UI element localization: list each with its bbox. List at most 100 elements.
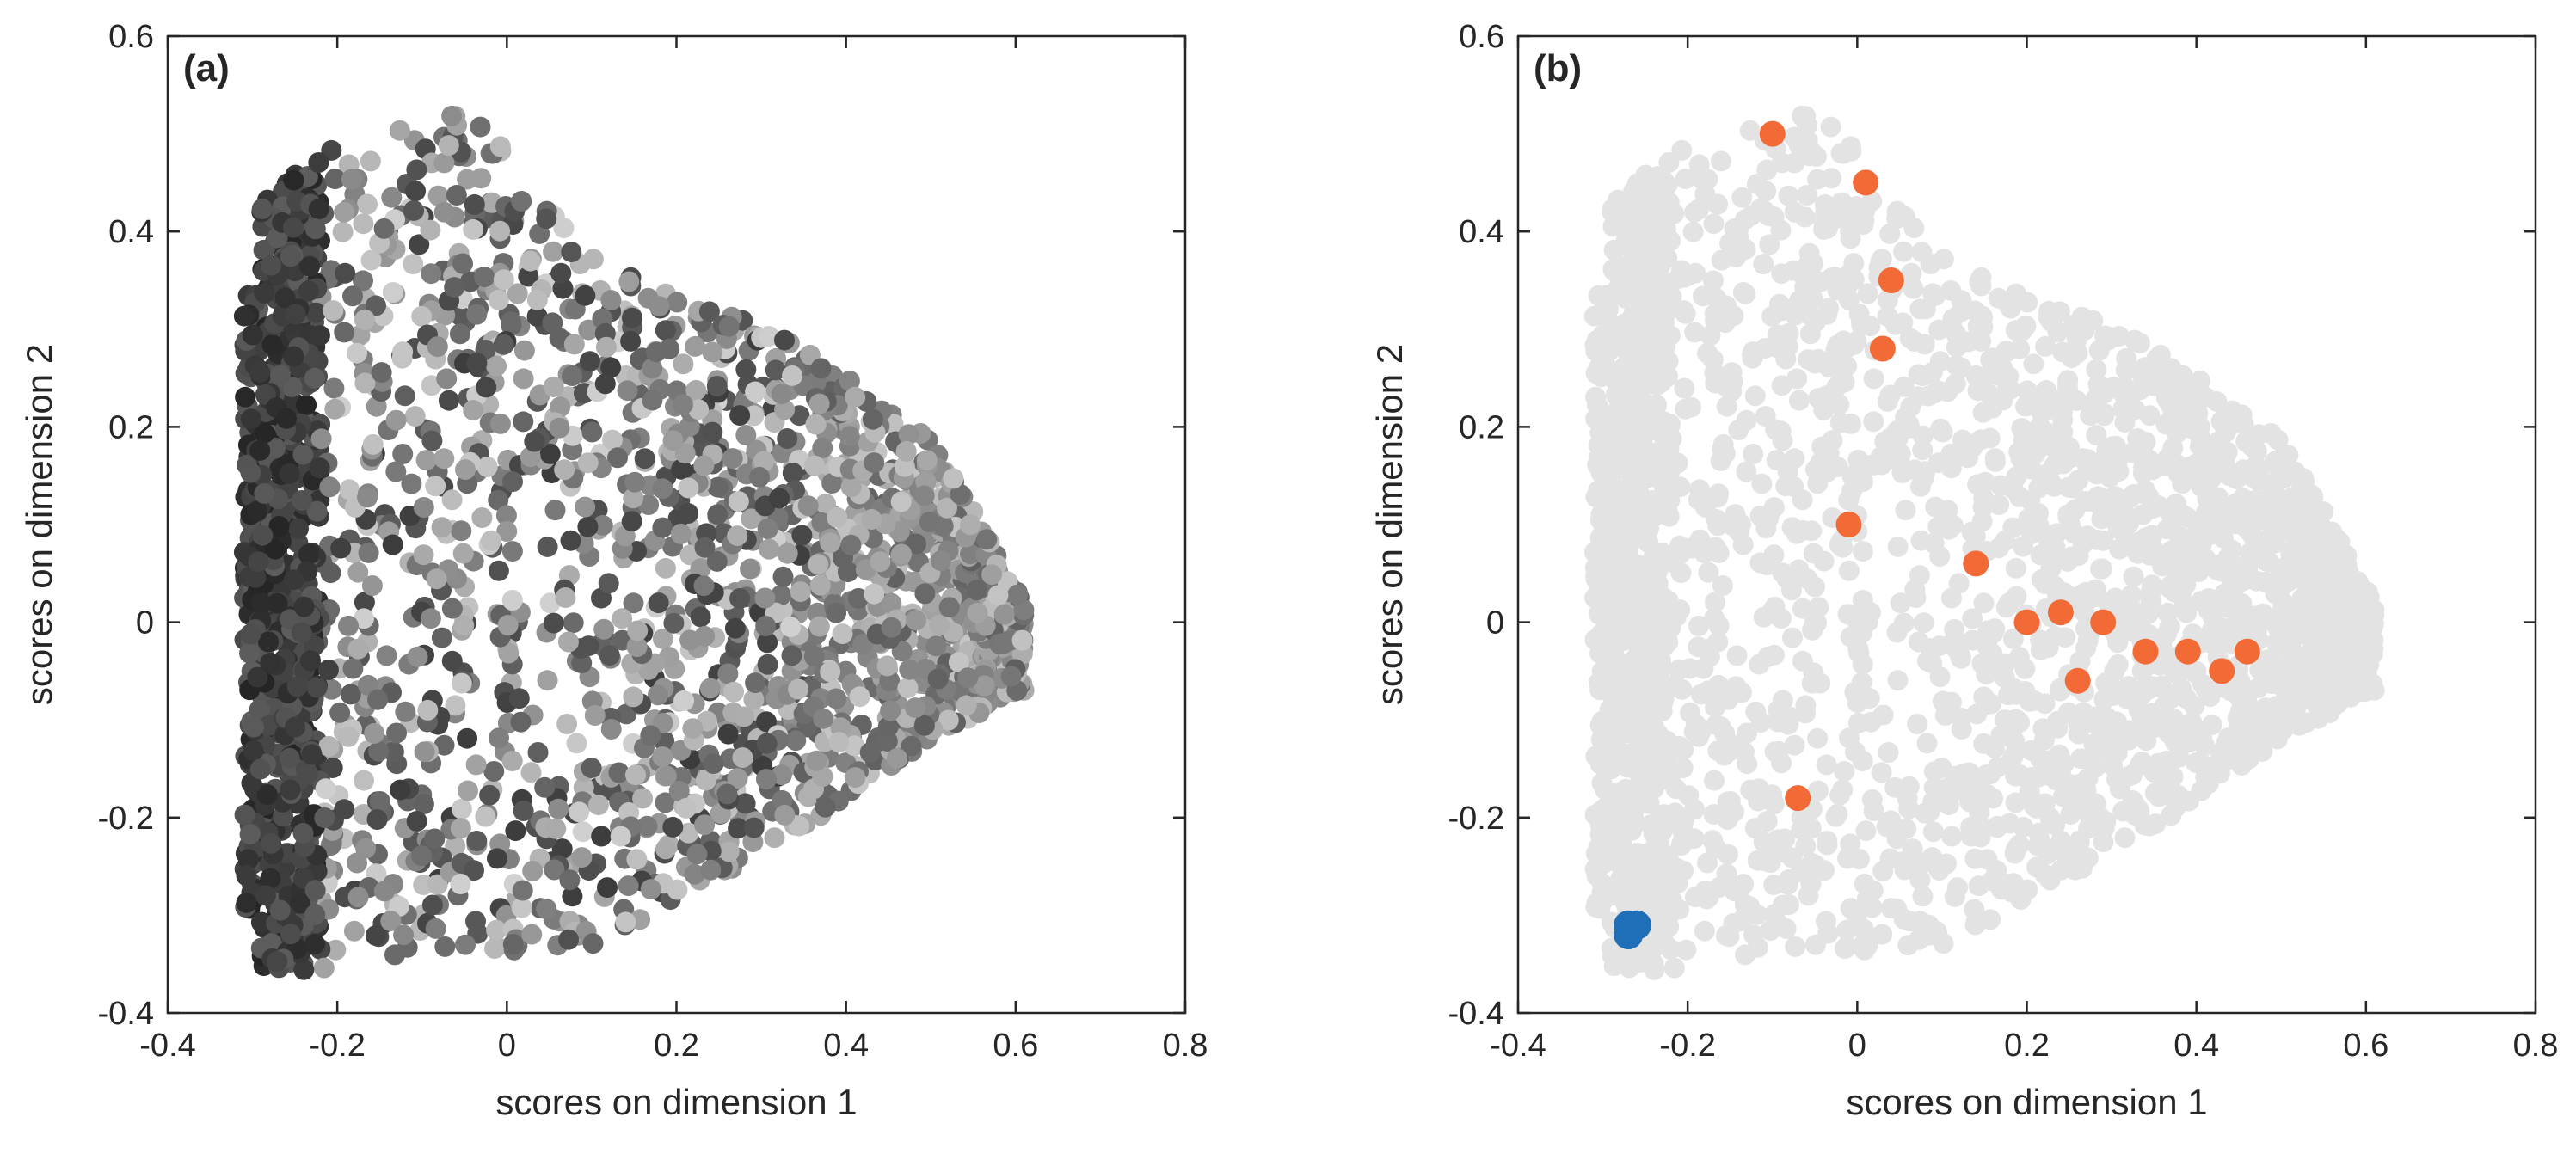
scatter-point [431, 517, 452, 538]
scatter-point [280, 924, 301, 945]
scatter-point [1732, 534, 1754, 555]
scatter-point [417, 699, 439, 721]
scatter-point [663, 612, 685, 634]
scatter-point [1792, 489, 1813, 511]
scatter-point [1775, 476, 1797, 497]
scatter-point [334, 201, 355, 223]
scatter-point [264, 437, 286, 458]
scatter-point [1855, 820, 1877, 842]
scatter-point [1863, 368, 1884, 390]
scatter-point [560, 530, 581, 551]
scatter-point [655, 557, 676, 579]
scatter-point [511, 897, 532, 918]
scatter-point [376, 645, 397, 666]
scatter-point [347, 342, 367, 364]
scatter-point [1784, 448, 1805, 470]
scatter-point [1736, 409, 1757, 431]
scatter-point [512, 880, 533, 901]
scatter-point [594, 373, 616, 395]
scatter-point [292, 490, 312, 511]
y-tick-label: 0.2 [108, 409, 154, 445]
scatter-point [780, 617, 802, 638]
scatter-point [848, 587, 869, 609]
scatter-point [722, 448, 743, 470]
scatter-point [325, 939, 347, 961]
scatter-point [2248, 424, 2270, 445]
scatter-point [1817, 353, 1838, 374]
scatter-point [569, 801, 590, 823]
scatter-point [828, 732, 850, 753]
scatter-point [1871, 762, 1892, 783]
scatter-point [2053, 753, 2075, 774]
scatter-point [1736, 461, 1757, 482]
scatter-point [898, 424, 919, 445]
scatter-point [840, 534, 862, 555]
scatter-point [1983, 788, 2004, 809]
scatter-point [571, 847, 593, 868]
scatter-point [625, 764, 646, 786]
scatter-point [876, 655, 898, 677]
scatter-point [2035, 335, 2056, 357]
scatter-point [756, 733, 778, 754]
scatter-point [489, 136, 511, 157]
scatter-point [1949, 645, 1970, 666]
scatter-point [852, 634, 874, 655]
scatter-point [2140, 581, 2161, 603]
scatter-point [401, 473, 422, 494]
scatter-point [451, 798, 472, 819]
scatter-point [360, 150, 381, 172]
scatter-point [2154, 646, 2175, 667]
scatter-point [764, 827, 785, 849]
scatter-point [702, 341, 723, 363]
scatter-point [1607, 784, 1628, 805]
scatter-point [632, 788, 654, 809]
scatter-point [1663, 957, 1685, 979]
scatter-point [913, 715, 935, 736]
scatter-point [587, 795, 609, 816]
scatter-point [688, 399, 710, 420]
scatter-point [2025, 443, 2046, 464]
scatter-point [1932, 421, 1953, 443]
scatter-point [513, 801, 534, 821]
scatter-point [276, 408, 297, 429]
scatter-point [1665, 778, 1687, 800]
scatter-point [1675, 169, 1696, 190]
scatter-point [267, 592, 288, 614]
scatter-point [286, 676, 308, 697]
x-tick-label: 0.8 [1163, 1028, 1208, 1064]
panel-b-point-cloud [1583, 105, 2385, 980]
scatter-point [2191, 476, 2212, 498]
scatter-point [2028, 822, 2050, 844]
scatter-point [513, 368, 534, 390]
scatter-point [463, 218, 484, 240]
scatter-point [2038, 399, 2060, 420]
scatter-point [581, 758, 602, 779]
scatter-point [2162, 437, 2184, 458]
scatter-point [1610, 868, 1632, 889]
scatter-point [612, 608, 633, 629]
scatter-point [366, 809, 388, 830]
scatter-point [308, 152, 329, 173]
scatter-point [976, 529, 998, 550]
scatter-point [1604, 282, 1626, 304]
panel-a-label: (a) [183, 47, 230, 89]
scatter-point [249, 361, 270, 383]
scatter-point [837, 562, 858, 583]
scatter-point [758, 326, 779, 347]
scatter-point [2265, 583, 2286, 605]
scatter-point [324, 169, 346, 190]
scatter-point [1673, 300, 1694, 322]
scatter-point [581, 421, 603, 443]
scatter-point [1859, 688, 1880, 709]
scatter-point [455, 459, 476, 481]
scatter-point [476, 457, 498, 477]
scatter-point [1984, 448, 2006, 470]
scatter-point [859, 742, 881, 764]
scatter-point [236, 865, 257, 887]
scatter-point [607, 447, 628, 469]
scatter-point [436, 368, 458, 390]
scatter-point [2044, 814, 2066, 836]
scatter-point [382, 282, 403, 303]
scatter-point [723, 681, 745, 703]
scatter-point [2176, 688, 2198, 709]
